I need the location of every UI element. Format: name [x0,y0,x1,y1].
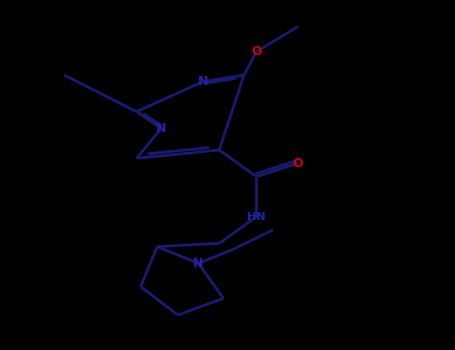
Text: N: N [193,257,204,270]
Text: N: N [156,122,167,135]
Text: O: O [251,45,262,58]
Text: N: N [197,75,208,88]
Text: O: O [293,157,303,170]
Text: HN: HN [247,212,266,222]
